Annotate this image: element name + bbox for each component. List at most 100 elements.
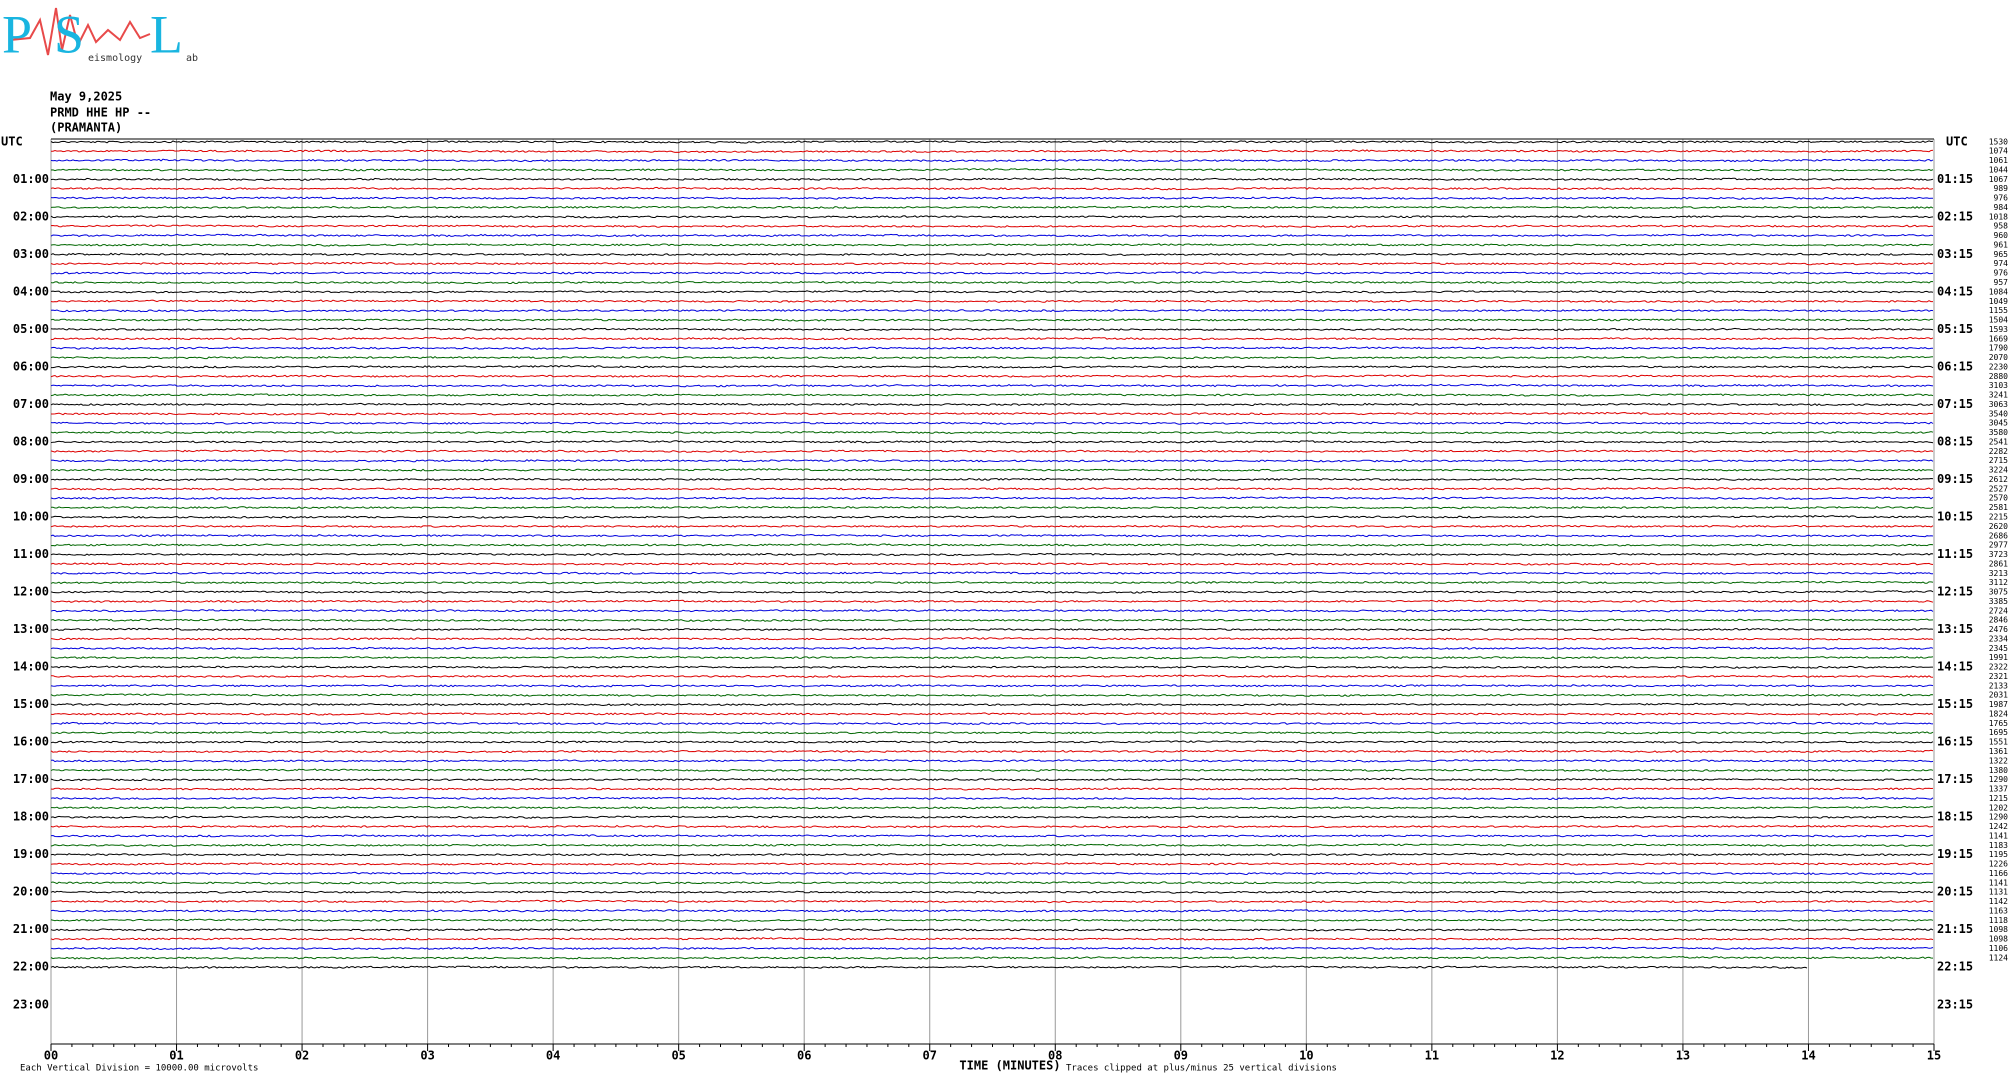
row-count: 1163 [1989,906,2008,915]
row-count: 1049 [1989,297,2008,306]
row-count: 1098 [1989,935,2008,944]
logo-letter: S [54,4,84,64]
row-count: 2527 [1989,484,2008,493]
x-tick-label: 02 [295,1049,309,1063]
trace [50,374,1934,378]
row-count: 1131 [1989,888,2008,897]
trace [50,205,1934,210]
row-count: 1141 [1989,831,2008,840]
hour-label: 15:00 [13,697,49,711]
row-count: 1141 [1989,878,2008,887]
row-count: 1322 [1989,756,2008,765]
row-count: 3112 [1989,578,2008,587]
trace [50,449,1934,453]
row-count: 1504 [1989,316,2008,325]
x-tick-label: 14 [1801,1049,1815,1063]
trace [50,871,1934,876]
row-count: 2321 [1989,672,2008,681]
trace [50,702,1934,707]
row-count: 2322 [1989,663,2008,672]
row-count: 1118 [1989,916,2008,925]
trace [50,552,1934,557]
trace [50,815,1934,819]
hour-label: 19:00 [13,847,49,861]
right-axis-title: UTC [1946,134,1968,148]
hour-label: 23:00 [13,997,49,1011]
trace [50,590,1934,594]
trace [50,515,1934,519]
trace [50,712,1934,716]
trace [50,336,1934,341]
trace [50,533,1934,538]
row-count: 984 [1994,203,2009,212]
row-count: 1290 [1989,775,2008,784]
trace [50,580,1934,585]
hour-label: 14:00 [13,660,49,674]
trace [50,140,1934,144]
row-count: 2031 [1989,691,2008,700]
trace [50,777,1934,782]
row-count: 2230 [1989,362,2008,371]
trace [51,364,1934,369]
hour-label: 08:00 [13,434,49,448]
row-count: 1044 [1989,165,2008,174]
trace [50,430,1934,435]
row-count: 3075 [1989,588,2008,597]
trace [50,562,1934,566]
row-count: 2686 [1989,531,2008,540]
trace [50,393,1934,397]
trace [50,646,1934,650]
row-count: 2612 [1989,475,2008,484]
row-count: 1074 [1989,147,2008,156]
trace [50,721,1934,726]
trace [50,759,1934,763]
row-count: 2570 [1989,494,2008,503]
trace [50,833,1934,838]
hour-label: 09:15 [1937,472,1973,486]
row-count: 1824 [1989,709,2008,718]
trace [50,468,1934,472]
row-count: 1695 [1989,728,2008,737]
row-count: 2620 [1989,522,2008,531]
x-tick-label: 15 [1927,1049,1941,1063]
hour-label: 14:15 [1937,660,1973,674]
trace [50,880,1934,885]
trace [50,571,1934,575]
trace [50,946,1934,951]
trace [50,459,1934,463]
row-count: 1018 [1989,212,2008,221]
row-count: 2880 [1989,372,2008,381]
trace [50,477,1934,482]
trace [50,843,1934,847]
trace [50,149,1934,154]
row-count: 1195 [1989,850,2008,859]
row-count: 976 [1994,269,2009,278]
x-tick-label: 07 [923,1049,937,1063]
trace [50,168,1934,172]
trace [50,693,1934,697]
row-count: 1551 [1989,738,2008,747]
trace [50,421,1934,425]
trace [50,383,1934,388]
row-count: 1061 [1989,156,2008,165]
row-count: 1202 [1989,803,2008,812]
trace [50,768,1934,772]
row-count: 2334 [1989,634,2008,643]
trace [50,937,1934,941]
hour-label: 12:00 [13,585,49,599]
row-count: 989 [1994,184,2009,193]
trace [50,730,1934,735]
row-count: 2215 [1989,513,2008,522]
hour-label: 18:00 [13,810,49,824]
row-count: 2581 [1989,503,2008,512]
trace [50,327,1934,332]
hour-label: 04:15 [1937,284,1973,298]
hour-label: 10:15 [1937,510,1973,524]
row-count: 3063 [1989,400,2008,409]
row-count: 1669 [1989,334,2008,343]
hour-label: 06:00 [13,359,49,373]
trace [50,261,1934,266]
x-tick-label: 03 [420,1049,434,1063]
row-count: 1215 [1989,794,2008,803]
trace [50,749,1934,754]
